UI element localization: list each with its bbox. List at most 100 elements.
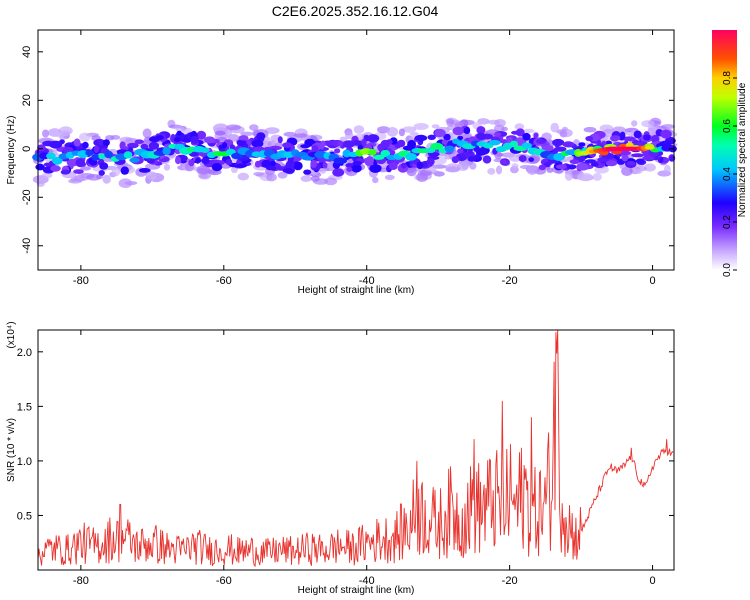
spectrogram-marks [32, 117, 678, 188]
colorbar-tick-label: 0.6 [722, 119, 733, 133]
spectrogram-haze-cell [664, 164, 671, 174]
spectrogram-band-cell [148, 136, 160, 143]
snr-series-line [37, 329, 674, 568]
spectrogram-haze-cell [501, 126, 508, 132]
spectrogram-haze-cell [514, 123, 525, 130]
spectrogram-haze-cell [634, 169, 643, 174]
spectrogram-band-cell [82, 141, 89, 149]
spectrogram-band-cell [397, 139, 406, 148]
snr-marks [37, 329, 674, 568]
spectrogram-haze-cell [266, 173, 277, 182]
spectrogram-band-cell [127, 142, 139, 149]
spectrogram-x-tick-label: -80 [73, 275, 89, 287]
spectrogram-core-cell [200, 147, 210, 154]
spectrogram-band-cell [176, 130, 182, 136]
spectrogram-haze-cell [240, 131, 254, 136]
spectrogram-haze-cell [300, 175, 312, 182]
spectrogram-x-tick-label: -40 [359, 275, 375, 287]
spectrogram-band-cell [555, 164, 568, 170]
spectrogram-band-cell [416, 161, 424, 170]
colorbar-label: Normalized spectral amplitude [737, 82, 748, 217]
spectrogram-band-cell [585, 136, 594, 142]
spectrogram-haze-cell [445, 166, 460, 173]
spectrogram-band-cell [642, 155, 655, 161]
spectrogram-haze-cell [215, 130, 226, 136]
spectrogram-band-cell [476, 126, 486, 135]
spectrogram-band-cell [229, 144, 236, 151]
spectrogram-band-cell [576, 163, 589, 171]
spectrogram-band-cell [190, 135, 199, 144]
spectrogram-band-cell [536, 138, 547, 145]
spectrogram-haze-cell [559, 130, 568, 138]
spectrogram-band-cell [266, 166, 277, 171]
spectrogram-band-cell [451, 156, 460, 164]
spectrogram-band-cell [443, 133, 451, 141]
spectrogram-band-cell [610, 135, 621, 141]
spectrogram-band-cell [188, 159, 195, 167]
spectrogram-haze-cell [372, 177, 379, 184]
spectrogram-haze-cell [384, 174, 395, 180]
spectrogram-haze-cell [431, 170, 440, 175]
spectrogram-haze-cell [643, 163, 656, 172]
spectrogram-band-cell [463, 127, 471, 135]
spectrogram-band-cell [268, 145, 282, 151]
spectrogram-core-cell [509, 140, 518, 148]
spectrogram-band-cell [553, 146, 567, 152]
spectrogram-haze-cell [142, 128, 152, 139]
spectrogram-band-cell [361, 138, 367, 147]
colorbar-gradient [712, 30, 737, 270]
spectrogram-x-tick-label: -60 [216, 275, 232, 287]
spectrogram-haze-cell [60, 129, 71, 137]
spectrogram-band-cell [533, 132, 539, 139]
spectrogram-band-cell [467, 156, 477, 162]
spectrogram-band-cell [256, 132, 266, 140]
spectrogram-band-cell [175, 156, 181, 165]
spectrogram-frame [37, 29, 675, 271]
spectrogram-haze-cell [564, 171, 573, 181]
spectrogram-haze-cell [345, 131, 354, 140]
spectrogram-haze-cell [77, 172, 90, 181]
spectrogram-band-cell [400, 162, 407, 169]
figure-title: C2E6.2025.352.16.12.G04 [272, 3, 439, 19]
spectrogram-band-cell [311, 145, 319, 153]
spectrogram-haze-cell [277, 171, 288, 179]
spectrogram-band-cell [332, 168, 345, 177]
spectrogram-haze-cell [42, 129, 50, 138]
spectrogram-haze-cell [293, 133, 308, 138]
spectrogram-band-cell [337, 141, 343, 147]
spectrogram-band-cell [238, 135, 249, 141]
spectrogram-haze-cell [80, 166, 92, 171]
spectrogram-core-cell [368, 148, 377, 156]
spectrogram-band-cell [643, 134, 651, 141]
spectrogram-haze-cell [417, 170, 433, 177]
spectrogram-peak-cell [644, 145, 655, 150]
spectrogram-core-cell [104, 150, 114, 159]
spectrogram-band-cell [633, 130, 642, 139]
spectrogram-core-cell [380, 149, 391, 158]
spectrogram-haze-cell [118, 178, 133, 188]
spectrogram-haze-cell [406, 166, 417, 177]
spectrogram-haze-cell [163, 163, 171, 171]
spectrogram-haze-cell [577, 172, 593, 182]
spectrogram-haze-cell [249, 124, 259, 131]
snr-y-tick-label: 1.5 [17, 401, 32, 413]
snr-x-tick-label: -20 [502, 575, 518, 587]
spectrogram-band-cell [97, 139, 105, 146]
spectrogram-core-cell [405, 153, 417, 161]
spectrogram-haze-cell [102, 174, 111, 184]
spectrogram-haze-cell [477, 118, 490, 125]
spectrogram-haze-cell [431, 124, 440, 129]
spectrogram-haze-cell [550, 122, 559, 133]
spectrogram-band-cell [50, 165, 61, 172]
spectrogram-band-cell [293, 161, 303, 171]
spectrogram-core-cell [488, 139, 501, 146]
spectrogram-haze-cell [41, 172, 53, 179]
spectrogram-band-cell [310, 159, 318, 169]
spectrogram-y-label: Frequency (Hz) [6, 116, 17, 185]
spectrogram-haze-cell [105, 135, 115, 141]
spectrogram-band-cell [364, 157, 374, 167]
colorbar-tick-label: 0.8 [722, 71, 733, 85]
spectrogram-band-cell [636, 141, 648, 146]
spectrogram-band-cell [369, 164, 382, 173]
spectrogram-core-cell [661, 144, 676, 152]
